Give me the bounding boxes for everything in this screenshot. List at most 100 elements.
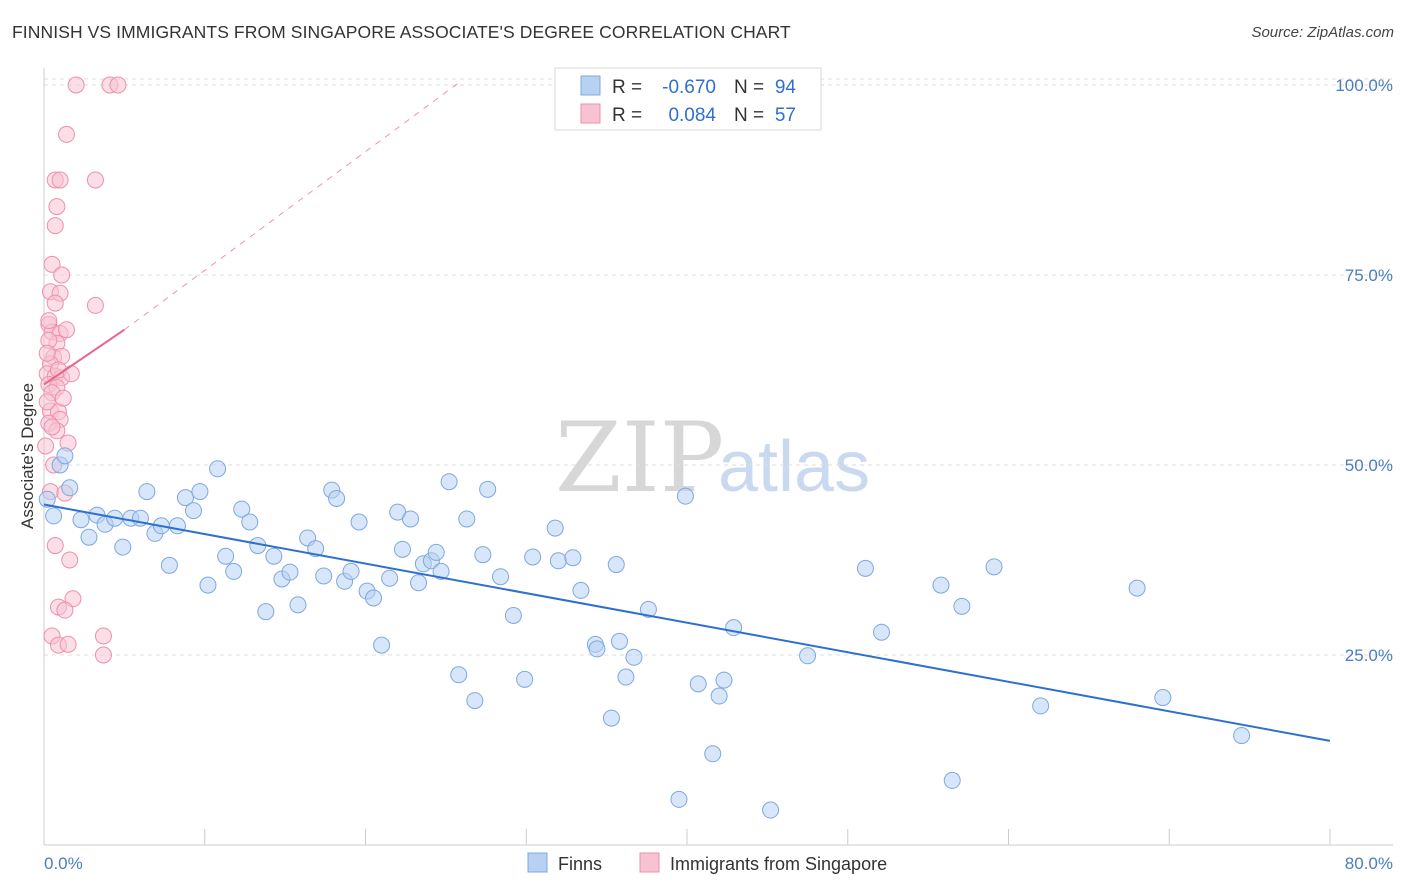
finns-point-2 <box>56 447 74 465</box>
finns-point-87 <box>953 597 971 615</box>
finns-point-28 <box>265 547 283 565</box>
singapore-point-7 <box>48 198 66 216</box>
y-tick-label-75: 75.0% <box>1345 266 1393 285</box>
singapore-point-10 <box>53 266 71 284</box>
finns-point-12 <box>138 483 156 501</box>
chart-title: FINNISH VS IMMIGRANTS FROM SINGAPORE ASS… <box>12 22 791 42</box>
singapore-point-39 <box>46 537 64 555</box>
finns-point-78 <box>710 687 728 705</box>
finns-point-75 <box>676 487 694 505</box>
singapore-point-51 <box>40 312 58 330</box>
x-tick-label-max: 80.0% <box>1345 854 1393 873</box>
singapore-point-47 <box>59 635 77 653</box>
finns-point-9 <box>114 538 132 556</box>
finns-point-69 <box>607 556 625 574</box>
singapore-point-56 <box>62 365 80 383</box>
finns-point-70 <box>610 632 628 650</box>
singapore-point-48 <box>94 646 112 664</box>
finns-point-68 <box>602 709 620 727</box>
singapore-point-3 <box>58 125 76 143</box>
finns-point-46 <box>402 510 420 528</box>
y-tick-label-50: 50.0% <box>1345 456 1393 475</box>
finns-point-64 <box>564 549 582 567</box>
legend-r-value-finns: -0.670 <box>662 77 716 98</box>
singapore-point-13 <box>46 294 64 312</box>
finns-point-27 <box>257 603 275 621</box>
finns-point-62 <box>546 519 564 537</box>
finns-point-71 <box>617 668 635 686</box>
source-label: Source: ZipAtlas.com <box>1251 24 1394 41</box>
finns-point-51 <box>432 562 450 580</box>
singapore-point-9 <box>43 255 61 273</box>
singapore-point-5 <box>51 171 69 189</box>
singapore-point-40 <box>61 551 79 569</box>
finns-point-5 <box>80 528 98 546</box>
finns-point-23 <box>225 562 243 580</box>
finns-point-56 <box>474 546 492 564</box>
finns-point-83 <box>856 559 874 577</box>
legend-n-label-finns: N = <box>734 77 764 98</box>
finns-point-39 <box>350 513 368 531</box>
legend-r-label-singapore: R = <box>612 105 642 126</box>
finns-point-60 <box>516 670 534 688</box>
axes <box>43 68 1393 846</box>
finns-point-54 <box>458 510 476 528</box>
legend-swatch-singapore <box>580 103 601 124</box>
finns-point-85 <box>932 576 950 594</box>
bottom-legend-label-singapore: Immigrants from Singapore <box>670 854 887 874</box>
singapore-trend-dashed <box>124 80 463 331</box>
bottom-legend-swatch-finns <box>527 852 548 873</box>
finns-point-25 <box>241 513 259 531</box>
finns-point-82 <box>799 647 817 665</box>
finns-point-45 <box>393 540 411 558</box>
finns-point-76 <box>689 675 707 693</box>
singapore-point-14 <box>86 296 104 314</box>
finns-point-72 <box>625 648 643 666</box>
finns-point-19 <box>191 483 209 501</box>
trend-lines <box>43 80 1331 742</box>
finns-point-93 <box>45 507 63 525</box>
finns-point-84 <box>873 623 891 641</box>
singapore-point-6 <box>86 171 104 189</box>
gridlines <box>44 78 1393 656</box>
singapore-point-52 <box>54 389 72 407</box>
bottom-legend: Finns Immigrants from Singapore <box>527 852 887 874</box>
finns-point-34 <box>315 567 333 585</box>
finns-point-61 <box>524 548 542 566</box>
y-tick-label-25: 25.0% <box>1345 646 1393 665</box>
legend-r-value-singapore: 0.084 <box>668 105 716 126</box>
finns-point-50 <box>427 543 445 561</box>
y-tick-label-100: 100.0% <box>1335 76 1393 95</box>
finns-point-4 <box>72 511 90 529</box>
finns-point-55 <box>466 692 484 710</box>
finns-point-88 <box>985 558 1003 576</box>
finns-point-89 <box>1032 697 1050 715</box>
finns-point-15 <box>160 556 178 574</box>
finns-point-22 <box>217 547 235 565</box>
finns-point-17 <box>176 489 194 507</box>
singapore-point-53 <box>43 418 61 436</box>
legend-n-value-singapore: 57 <box>775 105 796 126</box>
finns-point-53 <box>450 666 468 684</box>
finns-point-0 <box>38 490 56 508</box>
legend-n-label-singapore: N = <box>734 105 764 126</box>
finns-point-24 <box>233 500 251 518</box>
singapore-points <box>37 76 127 664</box>
finns-point-91 <box>1154 689 1172 707</box>
singapore-point-49 <box>38 393 56 411</box>
finns-point-20 <box>199 576 217 594</box>
legend-n-value-finns: 94 <box>775 77 797 98</box>
legend-r-label-finns: R = <box>612 77 642 98</box>
finns-point-77 <box>704 745 722 763</box>
legend-box: R = -0.670 N = 94 R = 0.084 N = 57 <box>554 67 822 131</box>
finns-point-57 <box>479 480 497 498</box>
finns-point-38 <box>342 562 360 580</box>
finns-point-73 <box>639 600 657 618</box>
finns-point-18 <box>184 502 202 520</box>
finns-point-52 <box>440 473 458 491</box>
singapore-point-43 <box>56 601 74 619</box>
watermark-zip: ZIP <box>555 402 724 514</box>
singapore-point-0 <box>67 76 85 94</box>
finns-point-42 <box>373 636 391 654</box>
